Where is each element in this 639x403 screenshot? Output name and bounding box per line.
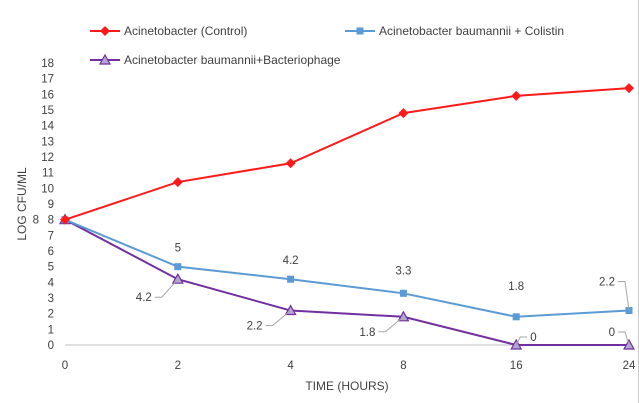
data-labels: 8 5 4.2 3.3 1.8 2.2 4.2 2.2 1.8 0 0	[33, 215, 630, 346]
x-axis-title: TIME (HOURS)	[305, 379, 388, 393]
data-point	[285, 158, 296, 169]
legend-item-3: Acinetobacter baumannii+Bacteriophage	[90, 53, 341, 67]
x-tick-label: 24	[623, 360, 636, 372]
y-tick-label: 10	[41, 183, 54, 195]
legend-label: Acinetobacter baumannii + Colistin	[379, 24, 564, 38]
data-label: 0	[609, 327, 615, 339]
series-2	[61, 216, 633, 321]
y-tick-label: 2	[48, 309, 54, 321]
label-leader-line	[154, 278, 179, 298]
data-point	[399, 289, 407, 297]
data-point	[624, 83, 634, 94]
x-tick-label: 8	[400, 360, 406, 372]
legend-item-2: Acinetobacter baumannii + Colistin	[345, 24, 564, 38]
label-leader-line	[265, 310, 291, 327]
data-point	[512, 313, 520, 321]
data-point	[60, 214, 70, 225]
data-label: 0	[530, 332, 536, 344]
series-line	[64, 87, 630, 221]
y-tick-label: 7	[48, 230, 54, 242]
label-leader-line	[515, 336, 528, 346]
legend: Acinetobacter (Control) Acinetobacter bau…	[90, 24, 564, 67]
data-point	[398, 108, 409, 119]
label-leader-line	[618, 281, 630, 311]
y-tick-label: 16	[41, 89, 54, 101]
data-label: 3.3	[395, 265, 411, 277]
y-tick-label: 0	[48, 340, 54, 352]
y-tick-label: 8	[48, 215, 54, 227]
y-tick-label: 12	[41, 152, 54, 164]
data-label: 2.2	[599, 277, 615, 289]
x-tick-label: 16	[510, 360, 523, 372]
legend-marker	[98, 53, 112, 65]
y-tick-label: 5	[48, 262, 54, 274]
data-point	[287, 275, 295, 283]
label-leader-line	[378, 316, 404, 333]
data-label: 2.2	[247, 321, 263, 333]
series-3	[58, 213, 636, 350]
x-tick-label: 2	[175, 360, 181, 372]
legend-label: Acinetobacter baumannii+Bacteriophage	[124, 53, 341, 67]
y-tick-label: 15	[41, 105, 54, 117]
y-axis-title: LOG CFU/ML	[15, 167, 29, 241]
y-tick-label: 17	[41, 74, 54, 86]
data-point	[174, 263, 182, 271]
data-point	[171, 272, 184, 284]
y-tick-label: 11	[42, 168, 54, 180]
y-tick-label: 9	[48, 199, 54, 211]
x-tick-label: 4	[287, 360, 294, 372]
data-label: 1.8	[359, 327, 375, 339]
y-tick-label: 18	[41, 58, 54, 70]
legend-marker	[356, 27, 364, 35]
data-label: 4.2	[283, 255, 299, 267]
series-layer	[58, 83, 636, 350]
series-line	[64, 218, 629, 346]
label-leader-line	[618, 331, 630, 346]
series-1	[60, 83, 634, 225]
x-tick-label: 0	[62, 360, 68, 372]
data-label: 8	[33, 215, 39, 227]
y-tick-label: 6	[48, 246, 54, 258]
y-tick-label: 4	[48, 277, 55, 289]
y-tick-label: 3	[48, 293, 54, 305]
y-tick-label: 13	[41, 136, 54, 148]
legend-item-1: Acinetobacter (Control)	[90, 24, 247, 38]
data-point	[511, 90, 522, 101]
data-label: 4.2	[136, 292, 152, 304]
legend-label: Acinetobacter (Control)	[124, 24, 247, 38]
data-point	[172, 177, 183, 188]
y-tick-label: 1	[48, 324, 54, 336]
y-tick-label: 14	[41, 121, 54, 133]
legend-marker	[100, 26, 110, 36]
data-label: 1.8	[508, 281, 524, 293]
data-label: 5	[175, 243, 181, 255]
series-line	[64, 218, 630, 318]
